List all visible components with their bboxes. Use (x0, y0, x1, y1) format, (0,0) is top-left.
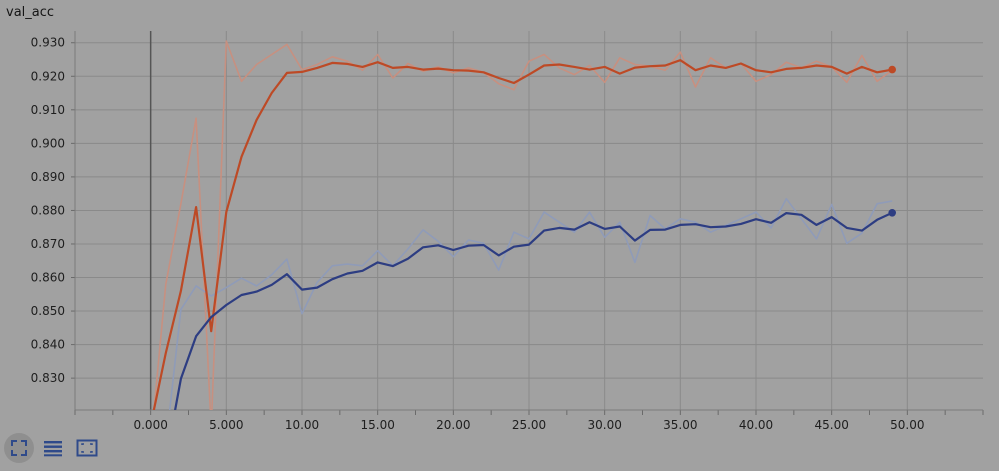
fit-domain-icon (76, 439, 98, 457)
series-end-marker (888, 208, 896, 217)
x-tick-label: 15.00 (360, 418, 394, 432)
y-tick-label: 0.890 (31, 170, 65, 184)
series-smoothed-line (174, 211, 893, 410)
series-smoothed-line (152, 59, 893, 410)
x-tick-label: 0.000 (133, 418, 167, 432)
series-raw-line (153, 40, 893, 410)
expand-chart-button[interactable] (4, 433, 34, 463)
list-icon (44, 441, 62, 457)
x-tick-label: 40.00 (739, 418, 773, 432)
expand-icon (11, 440, 27, 456)
y-tick-label: 0.830 (31, 371, 65, 385)
series-end-marker (888, 65, 896, 74)
y-tick-label: 0.910 (31, 103, 65, 117)
series-lines (152, 40, 893, 410)
series-end-markers (888, 65, 896, 217)
y-tick-label: 0.900 (31, 136, 65, 150)
tick-labels: 0.830 0.840 0.850 0.860 0.870 0.880 0.890 0.900… (31, 36, 925, 432)
fit-domain-button[interactable] (72, 433, 102, 463)
series-raw-line (168, 197, 893, 410)
y-tick-label: 0.880 (31, 203, 65, 217)
x-tick-label: 20.00 (436, 418, 470, 432)
chart-title: val_acc (6, 5, 55, 20)
x-tick-label: 5.000 (209, 418, 243, 432)
x-tick-label: 45.00 (814, 418, 848, 432)
y-tick-label: 0.930 (31, 36, 65, 50)
y-tick-label: 0.850 (31, 304, 65, 318)
y-tick-label: 0.870 (31, 237, 65, 251)
x-tick-label: 30.00 (587, 418, 621, 432)
chart-toolbar (4, 432, 102, 464)
toggle-log-scale-button[interactable] (38, 433, 68, 463)
y-tick-label: 0.840 (31, 338, 65, 352)
grid (75, 31, 983, 410)
y-tick-label: 0.860 (31, 271, 65, 285)
x-tick-label: 10.00 (285, 418, 319, 432)
x-tick-label: 35.00 (663, 418, 697, 432)
x-tick-label: 25.00 (512, 418, 546, 432)
x-tick-label: 50.00 (890, 418, 924, 432)
axes (71, 31, 984, 415)
y-tick-label: 0.920 (31, 69, 65, 83)
